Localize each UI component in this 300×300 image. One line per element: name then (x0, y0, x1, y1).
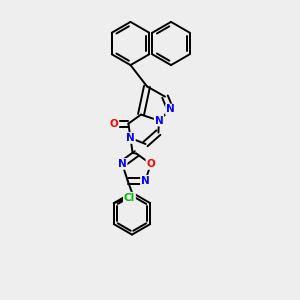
Text: N: N (126, 133, 135, 143)
Text: N: N (118, 159, 127, 169)
Text: N: N (166, 104, 175, 115)
Text: Cl: Cl (124, 193, 135, 203)
Text: N: N (154, 116, 164, 126)
Text: O: O (110, 118, 118, 129)
Text: O: O (146, 159, 155, 169)
Text: N: N (141, 176, 150, 186)
